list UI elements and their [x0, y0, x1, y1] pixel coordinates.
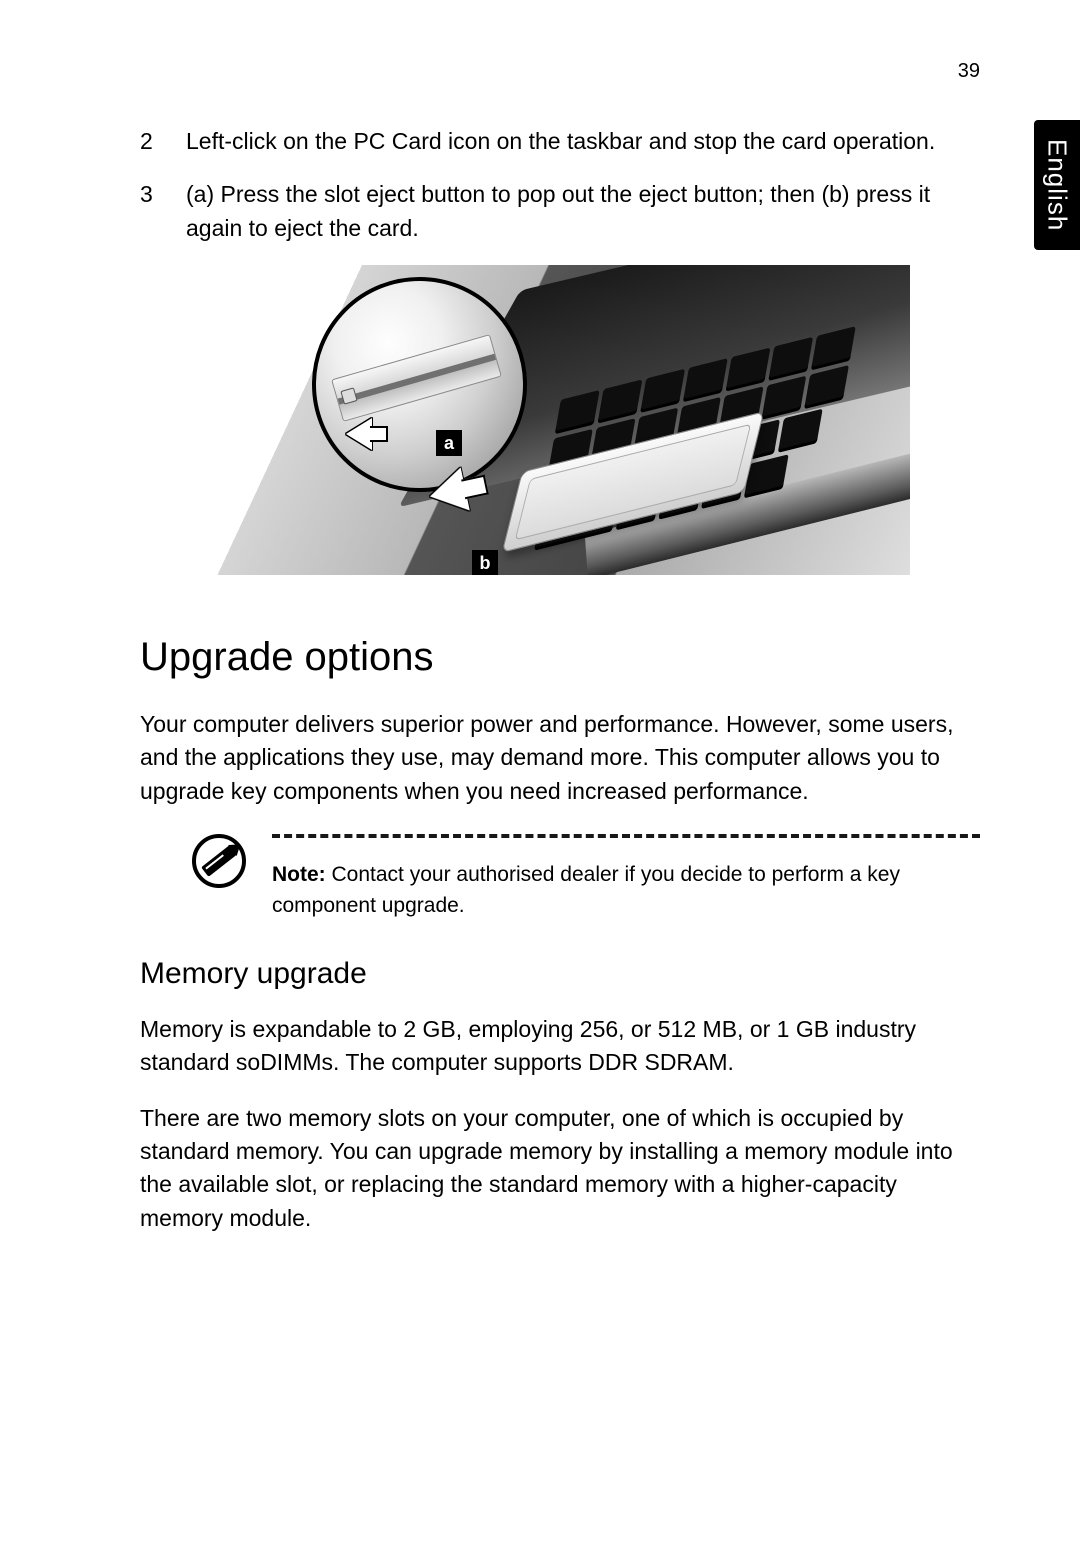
card-slot	[331, 334, 502, 422]
numbered-steps: 2 Left-click on the PC Card icon on the …	[140, 125, 980, 245]
step-number: 3	[140, 178, 158, 245]
subsection-heading: Memory upgrade	[140, 957, 980, 991]
pc-card-eject-figure: a b	[210, 265, 910, 575]
note-pencil-icon	[192, 834, 246, 888]
memory-paragraph-2: There are two memory slots on your compu…	[140, 1102, 980, 1235]
dashed-divider	[272, 834, 980, 838]
callout-label-a: a	[436, 430, 462, 456]
arrow-a-icon	[346, 416, 390, 452]
step-text: (a) Press the slot eject button to pop o…	[186, 178, 980, 245]
callout-circle	[312, 277, 527, 492]
section-heading: Upgrade options	[140, 635, 980, 680]
step-item: 3 (a) Press the slot eject button to pop…	[140, 178, 980, 245]
section-intro: Your computer delivers superior power an…	[140, 708, 980, 808]
note-text: Note: Contact your authorised dealer if …	[272, 860, 980, 921]
note-label: Note:	[272, 863, 326, 886]
manual-page: 39 English 2 Left-click on the PC Card i…	[0, 0, 1080, 1317]
note-body: Contact your authorised dealer if you de…	[272, 863, 900, 916]
memory-paragraph-1: Memory is expandable to 2 GB, employing …	[140, 1013, 980, 1080]
page-number: 39	[958, 60, 980, 83]
step-item: 2 Left-click on the PC Card icon on the …	[140, 125, 980, 158]
step-number: 2	[140, 125, 158, 158]
step-text: Left-click on the PC Card icon on the ta…	[186, 125, 935, 158]
callout-label-b: b	[472, 550, 498, 575]
language-tab: English	[1034, 120, 1080, 250]
note-block: Note: Contact your authorised dealer if …	[192, 834, 980, 921]
